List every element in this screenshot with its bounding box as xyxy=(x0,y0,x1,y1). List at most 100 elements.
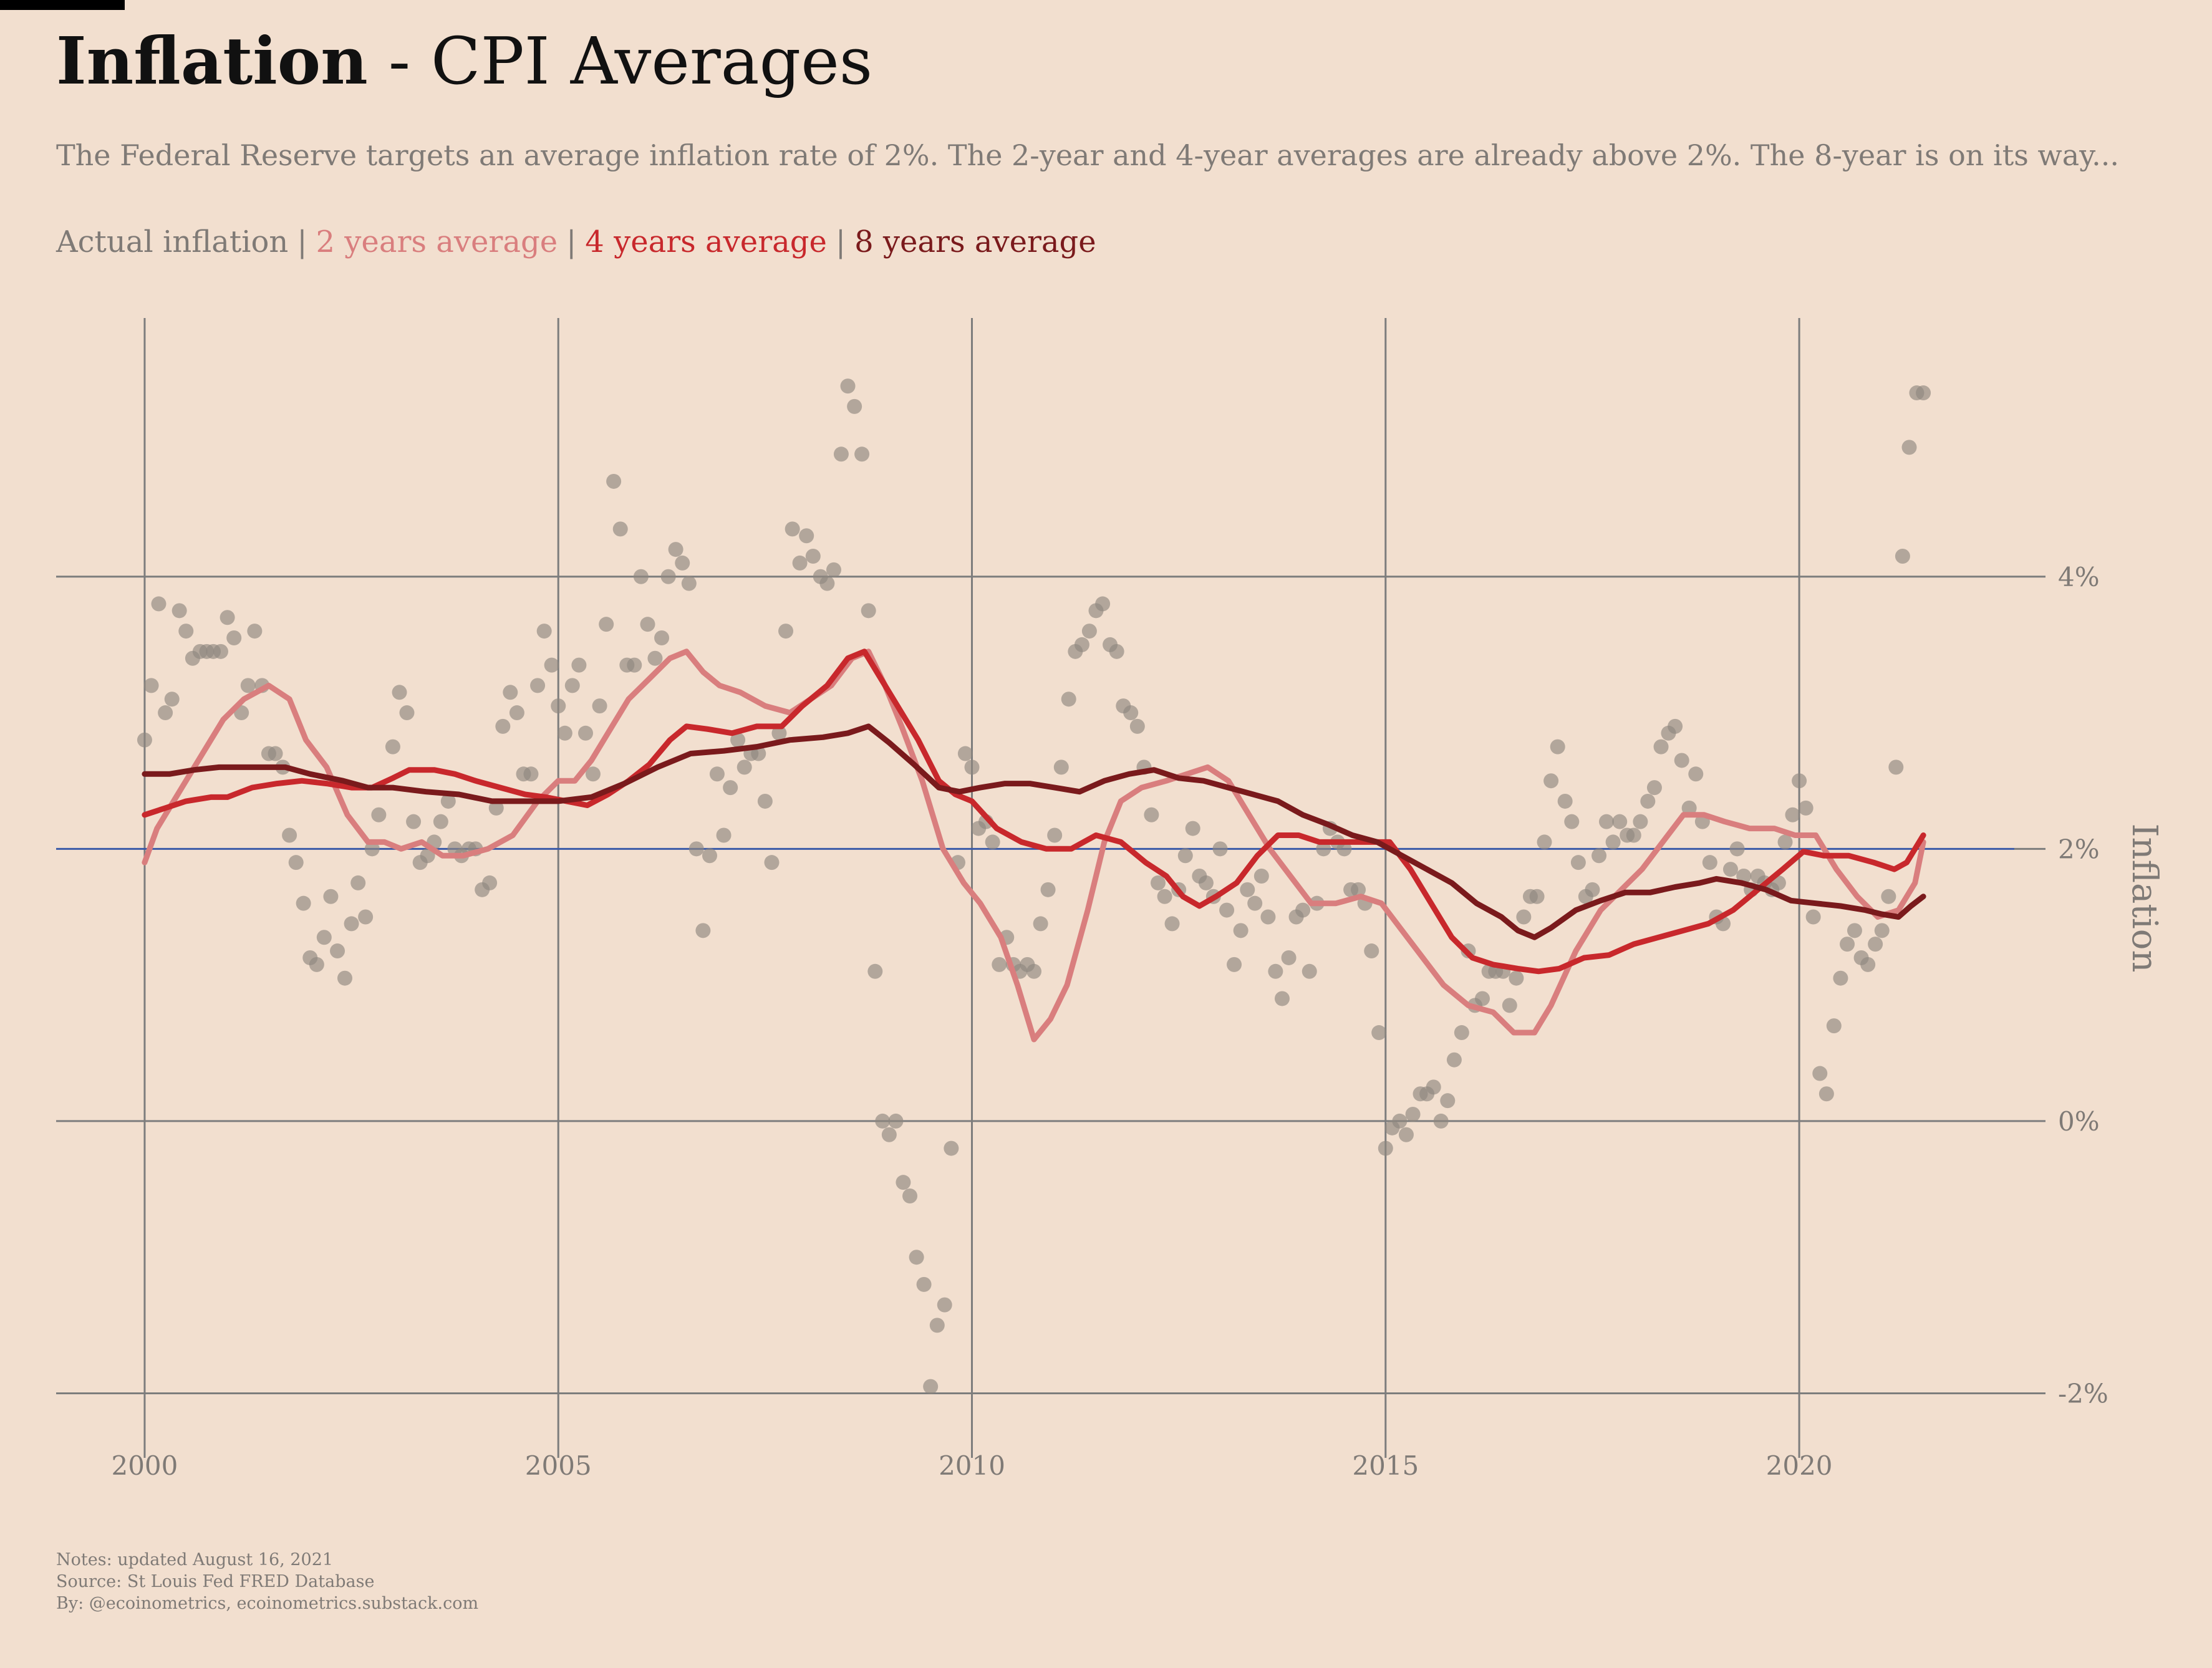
data-point xyxy=(1509,970,1524,986)
data-point xyxy=(1053,759,1069,775)
data-point xyxy=(171,603,187,619)
data-point xyxy=(1371,1025,1387,1041)
legend-separator: | xyxy=(566,224,577,259)
data-point xyxy=(1198,875,1214,890)
data-point xyxy=(647,650,663,666)
data-point xyxy=(268,746,283,761)
data-point xyxy=(578,725,594,741)
y-axis-label: Inflation xyxy=(2124,823,2165,972)
data-point xyxy=(799,528,814,544)
data-point xyxy=(1901,440,1917,455)
data-point xyxy=(1240,882,1255,897)
data-point xyxy=(1426,1079,1441,1095)
data-point xyxy=(833,446,849,462)
data-point xyxy=(282,827,297,843)
data-point xyxy=(985,834,1000,850)
data-point xyxy=(778,624,794,639)
legend-avg2: 2 years average xyxy=(316,224,558,259)
data-point xyxy=(1061,692,1076,707)
data-point xyxy=(757,793,773,809)
data-point xyxy=(571,657,587,673)
data-point xyxy=(1177,848,1193,864)
legend-separator: | xyxy=(297,224,307,259)
data-point xyxy=(240,678,256,693)
data-point xyxy=(482,875,498,890)
data-point xyxy=(1260,909,1276,925)
notes-author: By: @ecoinometrics, ecoinometrics.substa… xyxy=(56,1594,479,1613)
data-point xyxy=(660,569,676,584)
data-point xyxy=(902,1188,918,1203)
data-point xyxy=(1336,841,1352,857)
data-point xyxy=(716,827,732,843)
data-point xyxy=(1040,882,1056,897)
y-tick-label: -2% xyxy=(2058,1379,2108,1409)
data-point xyxy=(1826,1018,1842,1034)
average-lines xyxy=(142,648,1926,1043)
y-tick-label: 0% xyxy=(2058,1106,2100,1137)
data-point xyxy=(1026,963,1042,979)
data-point xyxy=(488,800,504,816)
data-point xyxy=(1674,753,1689,768)
data-point xyxy=(1681,800,1697,816)
x-tick-label: 2000 xyxy=(111,1450,178,1481)
x-tick-label: 2020 xyxy=(1766,1450,1833,1481)
data-point xyxy=(316,930,332,945)
data-point xyxy=(1033,916,1048,932)
data-point xyxy=(1550,739,1565,754)
data-point xyxy=(1805,909,1821,925)
data-point xyxy=(1605,834,1621,850)
actual-inflation-points xyxy=(137,378,1931,1394)
data-point xyxy=(296,895,311,911)
data-point xyxy=(371,807,387,822)
data-point xyxy=(633,569,649,584)
data-point xyxy=(406,814,422,829)
data-point xyxy=(1129,718,1145,734)
data-point xyxy=(564,678,580,693)
data-point xyxy=(1874,923,1890,938)
data-point xyxy=(1109,644,1124,659)
data-point xyxy=(1818,1086,1834,1102)
data-point xyxy=(867,963,883,979)
data-point xyxy=(330,943,345,959)
data-point xyxy=(695,923,711,938)
data-point xyxy=(1302,963,1317,979)
data-point xyxy=(1564,814,1580,829)
data-point xyxy=(847,398,862,414)
data-point xyxy=(337,970,352,986)
data-point xyxy=(1233,923,1248,938)
data-point xyxy=(1185,821,1200,836)
data-point xyxy=(440,793,456,809)
data-point xyxy=(1916,385,1931,401)
data-point xyxy=(1591,848,1607,864)
data-point xyxy=(654,630,670,645)
data-point xyxy=(1729,841,1745,857)
data-point xyxy=(1227,957,1242,972)
data-point xyxy=(861,603,876,619)
data-point xyxy=(1557,793,1573,809)
data-point xyxy=(220,610,235,625)
title-rest: - CPI Averages xyxy=(367,23,873,99)
data-point xyxy=(730,732,746,748)
data-point xyxy=(495,718,511,734)
data-point xyxy=(509,705,524,721)
data-point xyxy=(433,814,448,829)
data-point xyxy=(1398,1127,1414,1142)
data-point xyxy=(164,692,180,707)
legend-avg8: 8 years average xyxy=(854,224,1096,259)
data-point xyxy=(896,1175,911,1190)
data-point xyxy=(350,875,366,890)
data-point xyxy=(530,678,546,693)
data-point xyxy=(1668,718,1683,734)
data-point xyxy=(599,617,614,632)
data-point xyxy=(1316,841,1331,857)
notes-updated: Notes: updated August 16, 2021 xyxy=(56,1550,334,1569)
data-point xyxy=(1446,1052,1462,1068)
data-point xyxy=(668,542,683,557)
data-point xyxy=(358,909,374,925)
data-point xyxy=(247,624,263,639)
data-point xyxy=(1502,998,1517,1013)
data-point xyxy=(992,957,1007,972)
data-point xyxy=(737,759,752,775)
data-point xyxy=(1095,596,1111,612)
